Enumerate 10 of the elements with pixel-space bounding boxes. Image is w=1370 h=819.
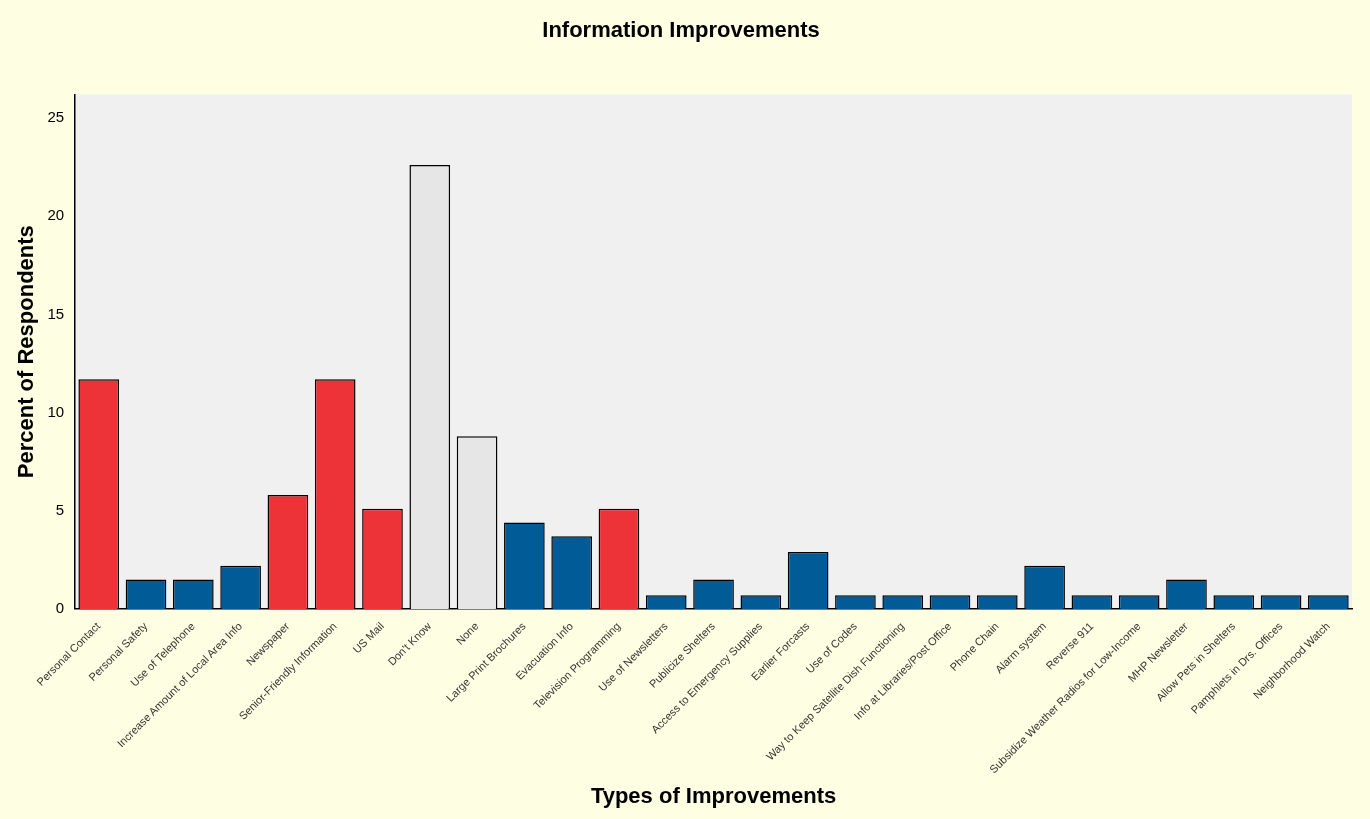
y-tick-label: 15	[47, 304, 65, 322]
y-tick-label: 10	[47, 402, 65, 420]
x-axis-title: Types of Improvements	[590, 782, 837, 808]
chart-title: Information Improvements	[542, 17, 820, 43]
y-axis-title: Percent of Respondents	[13, 225, 39, 479]
y-tick-label: 0	[55, 599, 65, 617]
y-tick-label: 20	[47, 206, 65, 224]
x-tick-label: US Mail	[350, 619, 387, 656]
y-tick-label: 5	[55, 500, 65, 518]
y-tick-label: 25	[47, 108, 65, 126]
